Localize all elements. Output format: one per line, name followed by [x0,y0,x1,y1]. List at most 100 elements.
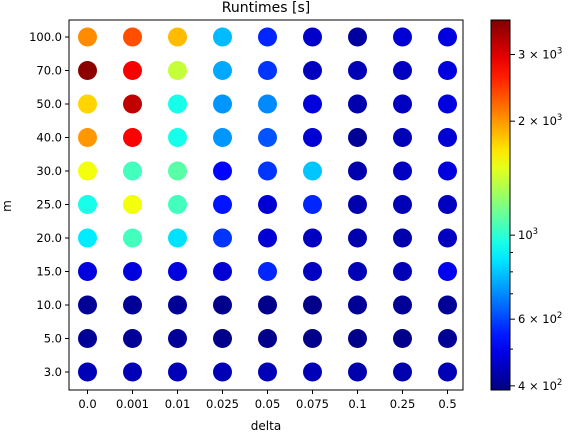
data-point [258,195,277,214]
x-tick-label: 0.001 [116,397,149,411]
data-point [393,262,412,281]
data-point [303,228,322,248]
data-point [213,329,232,348]
chart-title: Runtimes [s] [222,0,310,16]
data-point [258,161,277,181]
data-point [303,161,322,181]
data-point [78,329,97,348]
data-point [258,295,277,315]
data-point [123,362,142,382]
data-point [258,329,277,348]
data-point [123,329,142,348]
y-tick-label: 40.0 [36,131,62,145]
data-point [213,128,232,147]
data-point [258,262,277,281]
data-point [393,94,412,114]
data-point [393,228,412,248]
data-point [168,61,187,80]
data-point [78,195,97,214]
x-tick-label: 0.0 [78,397,96,411]
data-point [213,27,232,47]
data-point [438,61,457,80]
data-point [438,94,457,114]
data-point [168,94,187,114]
data-point [303,329,322,348]
data-point [168,228,187,248]
y-tick-label: 50.0 [36,97,62,111]
data-point [213,195,232,214]
data-point [168,329,187,348]
y-tick-label: 3.0 [44,365,62,379]
data-point [393,128,412,147]
data-point [78,295,97,315]
data-point [303,94,322,114]
data-point [348,195,367,214]
colorbar-tick-label: 4 × 102 [518,378,562,393]
y-tick-label: 25.0 [36,198,62,212]
data-point [258,61,277,80]
colorbar-scale [490,19,511,391]
x-tick-label: 0.075 [296,397,329,411]
data-point [213,262,232,281]
data-point [393,195,412,214]
data-point [213,295,232,315]
data-point [78,61,97,80]
data-point [123,94,142,114]
data-point [303,61,322,80]
data-point [123,61,142,80]
data-point [78,362,97,382]
data-point [393,295,412,315]
x-tick-label: 0.025 [206,397,239,411]
data-point [303,195,322,214]
data-point [213,61,232,80]
data-point [348,128,367,147]
data-point [168,27,187,47]
y-tick-label: 20.0 [36,231,62,245]
colorbar-tick-label: 3 × 103 [518,46,562,61]
data-point [123,161,142,181]
data-point [348,362,367,382]
data-point [393,329,412,348]
data-point [168,362,187,382]
data-point [78,228,97,248]
data-point [303,362,322,382]
data-point [123,27,142,47]
data-point [393,362,412,382]
data-point [78,27,97,47]
colorbar-tick-label: 103 [518,227,538,242]
data-point [168,295,187,315]
y-tick-label: 30.0 [36,164,62,178]
data-point [123,128,142,147]
data-point [348,262,367,281]
y-tick-label: 15.0 [36,265,62,279]
y-tick-label: 10.0 [36,298,62,312]
x-tick-label: 0.05 [255,397,281,411]
data-point [168,161,187,181]
data-point [258,27,277,47]
data-point [78,262,97,281]
data-point [303,128,322,147]
colorbar-tick-label: 2 × 103 [518,113,562,128]
data-point [123,262,142,281]
y-tick-label: 100.0 [29,30,62,44]
data-point [213,161,232,181]
colorbar-tick-label: 6 × 102 [518,311,562,326]
data-point [438,329,457,348]
data-point [258,228,277,248]
data-point [438,362,457,382]
data-point [438,228,457,248]
y-axis-label: m [0,200,14,212]
x-tick-label: 0.01 [165,397,191,411]
data-point [168,262,187,281]
data-point [258,128,277,147]
data-point [348,295,367,315]
data-point [258,94,277,114]
data-point [438,161,457,181]
data-point [348,61,367,80]
data-point [303,295,322,315]
data-point [438,195,457,214]
x-tick-label: 0.25 [390,397,416,411]
data-point [78,94,97,114]
y-tick-label: 70.0 [36,64,62,78]
